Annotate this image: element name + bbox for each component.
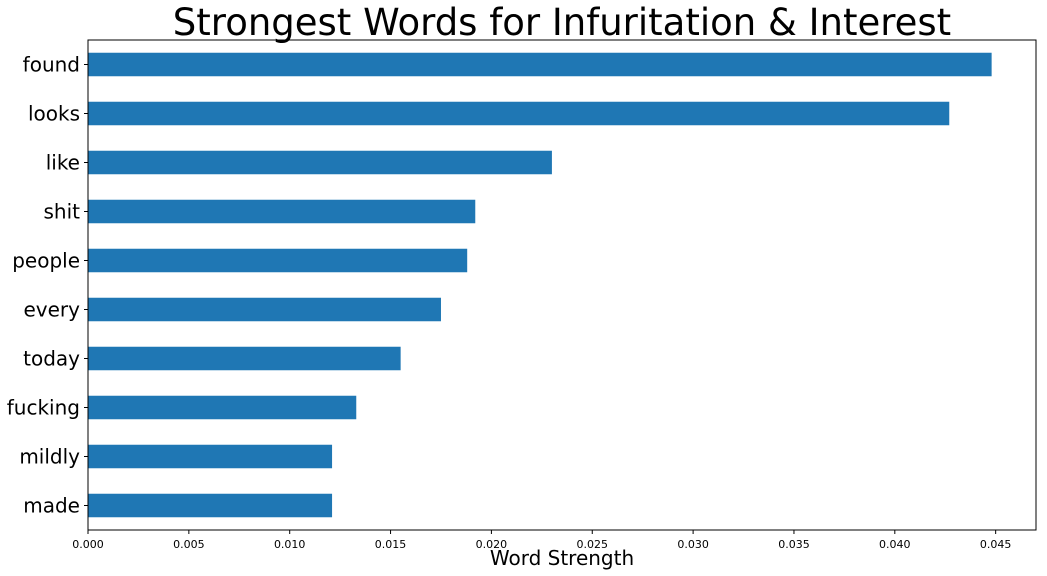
y-tick-label: people [12,249,80,273]
bar-mildly [88,444,333,469]
y-tick-label: looks [28,102,80,126]
x-tick-label: 0.000 [72,538,104,551]
x-tick-label: 0.010 [274,538,306,551]
bar-looks [88,101,950,126]
y-tick-label: fucking [7,396,80,420]
bar-made [88,493,333,518]
bar-shit [88,199,476,224]
bar-fucking [88,395,357,420]
y-tick-label: found [23,53,80,77]
plot-area-frame [87,39,1037,531]
y-tick-label: shit [44,200,81,224]
y-tick-label: made [23,494,80,518]
y-axis-ticks: found looks like shit people every today fuckin… [7,53,88,518]
bar-today [88,346,401,371]
x-tick-label: 0.005 [173,538,205,551]
bar-every [88,297,441,322]
bar-like [88,150,552,175]
bars-group [88,52,992,518]
y-tick-label: today [23,347,80,371]
y-tick-label: every [23,298,80,322]
x-tick-label: 0.030 [677,538,709,551]
x-tick-label: 0.045 [980,538,1012,551]
x-tick-label: 0.025 [577,538,609,551]
bar-found [88,52,992,77]
x-tick-label: 0.015 [375,538,407,551]
x-axis-ticks: 0.000 0.005 0.010 0.015 0.020 0.025 0.030 0.035… [72,530,1011,551]
y-tick-label: mildly [19,445,80,469]
x-tick-label: 0.040 [879,538,911,551]
y-tick-label: like [46,151,80,175]
x-tick-label: 0.035 [778,538,810,551]
x-axis-label: Word Strength [490,546,634,570]
chart-title: Strongest Words for Infuritation & Inter… [173,1,951,44]
bar-people [88,248,468,273]
x-tick-label: 0.020 [476,538,508,551]
